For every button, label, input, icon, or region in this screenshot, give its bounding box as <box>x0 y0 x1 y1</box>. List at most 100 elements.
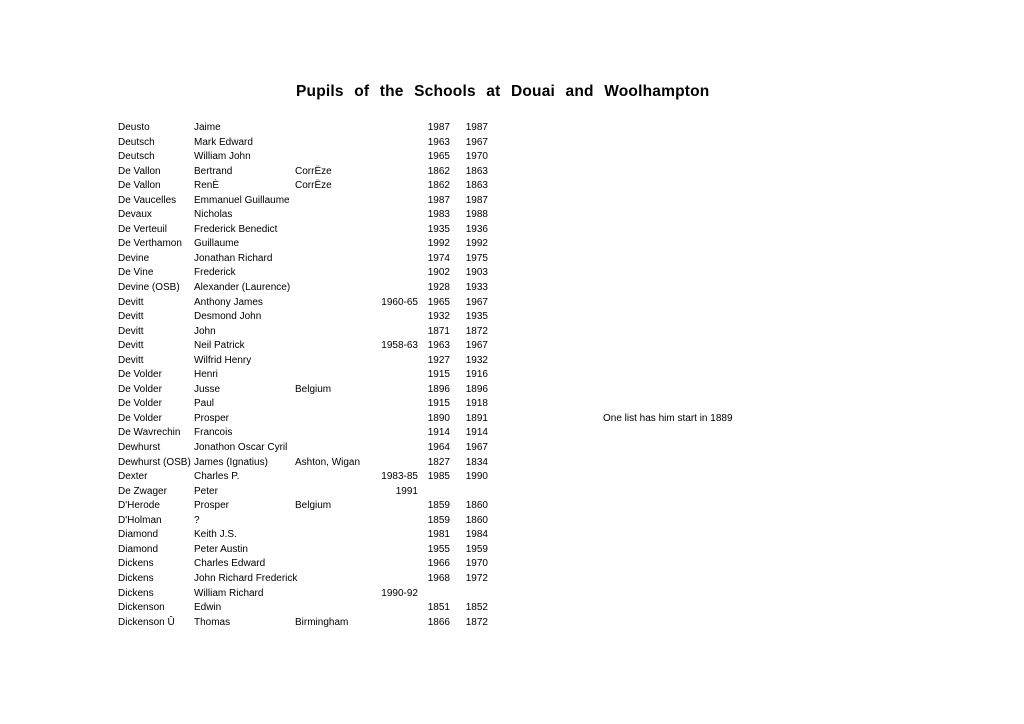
cell-surname: De Vine <box>118 267 154 279</box>
cell-start-year: 1932 <box>427 311 450 323</box>
cell-surname: Dewhurst <box>118 442 161 454</box>
cell-forenames: RenÈ <box>194 180 220 192</box>
cell-end-year: 1860 <box>465 514 488 526</box>
cell-end-year: 1933 <box>465 282 488 294</box>
cell-surname: De Volder <box>118 398 162 410</box>
cell-surname: Diamond <box>118 529 159 541</box>
cell-surname: De Zwager <box>118 485 167 497</box>
cell-surname: Dickens <box>118 572 154 584</box>
document-title: Pupils of the Schools at Douai and Woolh… <box>296 83 710 100</box>
cell-forenames: Anthony James <box>194 296 263 308</box>
pupil-row: Deutsch William John 1965 1970 <box>118 150 998 165</box>
pupil-row: Diamond Peter Austin 1955 1959 <box>118 543 998 558</box>
cell-surname: Devitt <box>118 340 144 352</box>
pupils-list: Deusto Jaime 1987 1987 Deutsch Mark Edward 196… <box>118 121 998 630</box>
cell-end-year: 1914 <box>465 427 488 439</box>
cell-forenames: Wilfrid Henry <box>194 354 252 366</box>
cell-forenames: Mark Edward <box>194 136 253 148</box>
cell-surname: D'Herode <box>118 500 160 512</box>
cell-forenames: Prosper <box>194 500 230 512</box>
cell-end-year: 1935 <box>465 311 488 323</box>
cell-end-year: 1967 <box>465 136 488 148</box>
pupil-row: De Vaucelles Emmanuel Guillaume 1987 1987 <box>118 194 998 209</box>
cell-forenames: William Richard <box>194 587 264 599</box>
cell-forenames: Emmanuel Guillaume <box>194 194 290 206</box>
cell-end-year: 1916 <box>465 369 488 381</box>
cell-end-year: 1860 <box>465 500 488 512</box>
cell-surname: Devitt <box>118 325 144 337</box>
pupil-row: Devitt Wilfrid Henry 1927 1932 <box>118 354 998 369</box>
cell-end-year: 1988 <box>465 209 488 221</box>
cell-surname: Deutsch <box>118 151 155 163</box>
cell-forenames: John <box>194 325 216 337</box>
cell-dates: 1990-92 <box>381 587 418 599</box>
cell-surname: De Volder <box>118 383 162 395</box>
cell-end-year: 1987 <box>465 122 488 133</box>
cell-end-year: 1984 <box>465 529 488 541</box>
cell-end-year: 1918 <box>465 398 488 410</box>
cell-surname: D'Holman <box>118 514 162 526</box>
pupil-row: De Zwager Peter 1991 <box>118 485 998 500</box>
cell-forenames: William John <box>194 151 251 163</box>
cell-forenames: Frederick Benedict <box>194 223 278 235</box>
cell-place: Ashton, Wigan <box>295 456 361 468</box>
cell-surname: Dickenson Û <box>118 616 175 628</box>
cell-forenames: Jusse <box>194 383 221 395</box>
cell-start-year: 1827 <box>427 456 450 468</box>
pupil-row: Dewhurst (OSB) James (Ignatius) Ashton, Wi… <box>118 456 998 471</box>
pupil-row: Deusto Jaime 1987 1987 <box>118 121 998 136</box>
pupil-row: De Volder Henri 1915 1916 <box>118 368 998 383</box>
cell-end-year: 1992 <box>465 238 488 250</box>
cell-start-year: 1927 <box>427 354 450 366</box>
cell-surname: Devitt <box>118 311 144 323</box>
cell-forenames: Charles P. <box>194 471 240 483</box>
cell-surname: Devitt <box>118 354 144 366</box>
pupil-row: De Verthamon Guillaume 1992 1992 <box>118 237 998 252</box>
pupil-row: Devitt Anthony James 1960-65 1965 1967 <box>118 296 998 311</box>
pupil-row: De Vine Frederick 1902 1903 <box>118 266 998 281</box>
cell-forenames: Peter <box>194 485 218 497</box>
cell-place: Belgium <box>295 500 332 512</box>
cell-start-year: 1896 <box>427 383 450 395</box>
cell-forenames: Nicholas <box>194 209 233 221</box>
cell-start-year: 1851 <box>427 602 450 614</box>
cell-forenames: Paul <box>194 398 215 410</box>
cell-surname: Deusto <box>118 122 150 133</box>
cell-end-year: 1990 <box>465 471 488 483</box>
cell-dates: 1983-85 <box>381 471 418 483</box>
cell-start-year: 1902 <box>427 267 450 279</box>
cell-end-year: 1967 <box>465 442 488 454</box>
cell-end-year: 1972 <box>465 572 488 584</box>
pupil-row: Dewhurst Jonathon Oscar Cyril 1964 1967 <box>118 441 998 456</box>
pupil-row: Devine (OSB) Alexander (Laurence) 1928 1933 <box>118 281 998 296</box>
cell-end-year: 1959 <box>465 543 488 555</box>
pupil-row: Devitt Desmond John 1932 1935 <box>118 310 998 325</box>
cell-start-year: 1928 <box>427 282 450 294</box>
cell-start-year: 1935 <box>427 223 450 235</box>
cell-surname: Diamond <box>118 543 159 555</box>
cell-forenames: Jaime <box>194 122 221 133</box>
cell-forenames: Henri <box>194 369 218 381</box>
cell-start-year: 1963 <box>427 136 450 148</box>
pupil-row: Dickens William Richard 1990-92 <box>118 587 998 602</box>
cell-forenames: James (Ignatius) <box>194 456 268 468</box>
cell-start-year: 1974 <box>427 252 450 264</box>
cell-surname: Dickens <box>118 558 154 570</box>
pupil-row: Deutsch Mark Edward 1963 1967 <box>118 136 998 151</box>
pupil-row: Devine Jonathan Richard 1974 1975 <box>118 252 998 267</box>
cell-end-year: 1863 <box>465 165 488 177</box>
cell-start-year: 1985 <box>427 471 450 483</box>
cell-surname: Dickenson <box>118 602 165 614</box>
pupil-row: Dickenson Û Thomas Birmingham 1866 1872 <box>118 616 998 631</box>
cell-end-year: 1863 <box>465 180 488 192</box>
cell-end-year: 1936 <box>465 223 488 235</box>
cell-surname: De Volder <box>118 369 162 381</box>
cell-end-year: 1970 <box>465 151 488 163</box>
cell-start-year: 1965 <box>427 296 450 308</box>
cell-forenames: Guillaume <box>194 238 240 250</box>
cell-start-year: 1862 <box>427 165 450 177</box>
cell-place: CorrËze <box>295 180 332 192</box>
cell-forenames: Jonathan Richard <box>194 252 273 264</box>
pupil-row: Dexter Charles P. 1983-85 1985 1990 <box>118 470 998 485</box>
